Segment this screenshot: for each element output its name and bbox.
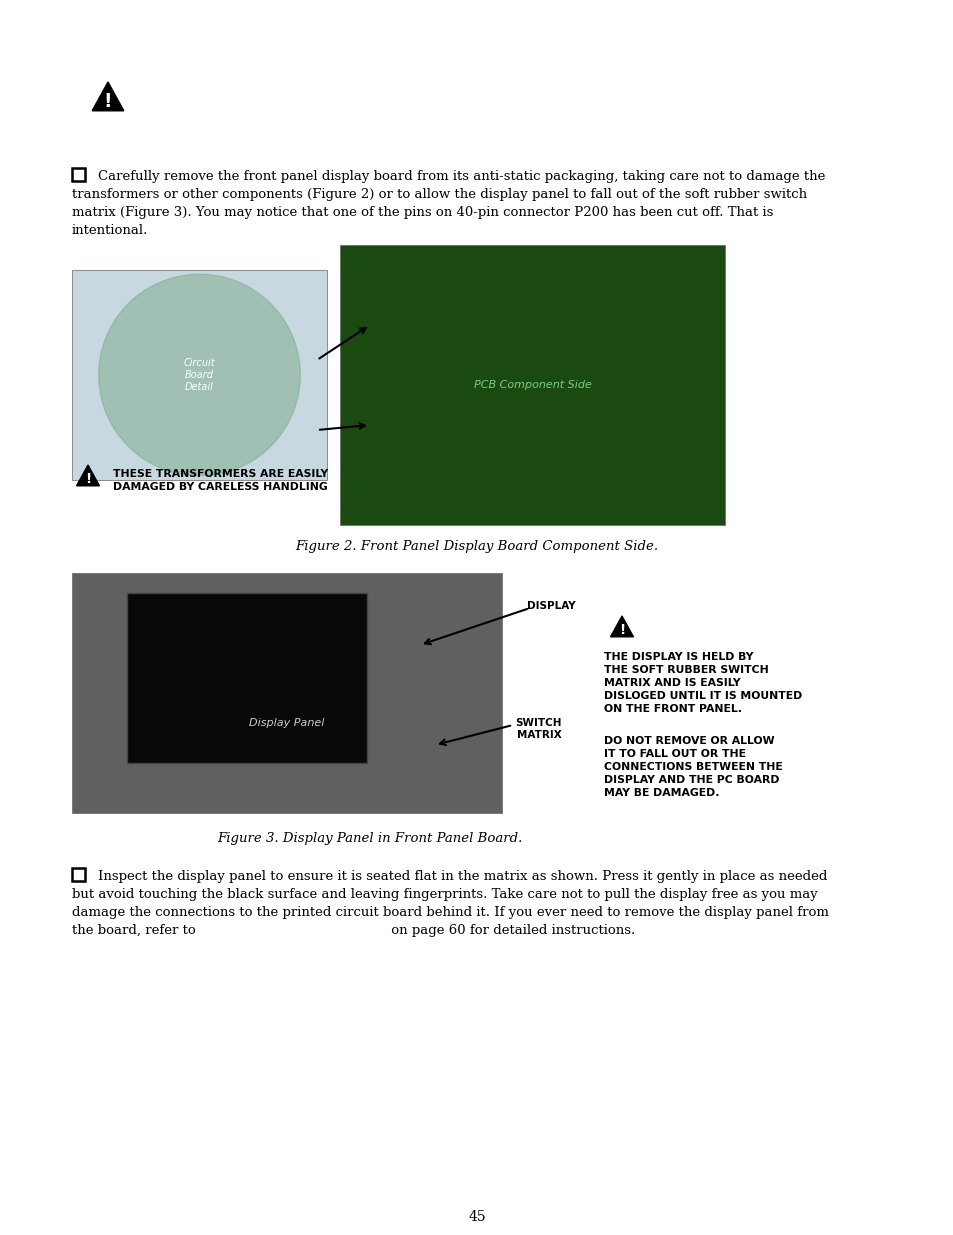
Bar <box>71 168 85 182</box>
Text: PCB Component Side: PCB Component Side <box>473 380 591 390</box>
Text: DAMAGED BY CARELESS HANDLING: DAMAGED BY CARELESS HANDLING <box>112 482 328 492</box>
Text: MAY BE DAMAGED.: MAY BE DAMAGED. <box>603 788 719 798</box>
Text: DISLOGED UNTIL IT IS MOUNTED: DISLOGED UNTIL IT IS MOUNTED <box>603 692 801 701</box>
Text: THE DISPLAY IS HELD BY: THE DISPLAY IS HELD BY <box>603 652 753 662</box>
Polygon shape <box>92 82 124 111</box>
Text: 45: 45 <box>468 1210 485 1224</box>
Text: THESE TRANSFORMERS ARE EASILY: THESE TRANSFORMERS ARE EASILY <box>112 469 328 479</box>
Text: Inspect the display panel to ensure it is seated flat in the matrix as shown. Pr: Inspect the display panel to ensure it i… <box>98 869 826 883</box>
Text: DISPLAY: DISPLAY <box>526 601 575 611</box>
Bar <box>339 245 724 525</box>
Text: Figure 2. Front Panel Display Board Component Side.: Figure 2. Front Panel Display Board Comp… <box>295 540 658 553</box>
Text: Circuit
Board
Detail: Circuit Board Detail <box>184 358 215 391</box>
Text: DO NOT REMOVE OR ALLOW: DO NOT REMOVE OR ALLOW <box>603 736 774 746</box>
Text: DISPLAY AND THE PC BOARD: DISPLAY AND THE PC BOARD <box>603 776 779 785</box>
Text: intentional.: intentional. <box>71 224 149 237</box>
Polygon shape <box>99 274 300 475</box>
Text: the board, refer to                                              on page 60 for : the board, refer to on page 60 for <box>71 924 635 937</box>
Text: !: ! <box>85 472 91 487</box>
Bar <box>71 868 85 881</box>
Text: SWITCH
MATRIX: SWITCH MATRIX <box>515 718 561 740</box>
Text: Figure 3. Display Panel in Front Panel Board.: Figure 3. Display Panel in Front Panel B… <box>217 832 522 845</box>
Text: transformers or other components (Figure 2) or to allow the display panel to fal: transformers or other components (Figure… <box>71 188 806 201</box>
Text: Display Panel: Display Panel <box>249 718 324 727</box>
Bar <box>71 270 327 480</box>
Bar <box>71 573 501 813</box>
Bar <box>127 593 367 763</box>
Text: CONNECTIONS BETWEEN THE: CONNECTIONS BETWEEN THE <box>603 762 781 772</box>
Text: matrix (Figure 3). You may notice that one of the pins on 40-pin connector P200 : matrix (Figure 3). You may notice that o… <box>71 206 773 219</box>
Text: Carefully remove the front panel display board from its anti-static packaging, t: Carefully remove the front panel display… <box>98 170 824 183</box>
Polygon shape <box>76 466 99 485</box>
Text: but avoid touching the black surface and leaving fingerprints. Take care not to : but avoid touching the black surface and… <box>71 888 817 902</box>
Text: THE SOFT RUBBER SWITCH: THE SOFT RUBBER SWITCH <box>603 664 768 676</box>
Text: IT TO FALL OUT OR THE: IT TO FALL OUT OR THE <box>603 748 745 760</box>
Polygon shape <box>610 616 633 637</box>
Text: !: ! <box>618 624 624 637</box>
Text: damage the connections to the printed circuit board behind it. If you ever need : damage the connections to the printed ci… <box>71 906 828 919</box>
Text: ON THE FRONT PANEL.: ON THE FRONT PANEL. <box>603 704 741 714</box>
Text: MATRIX AND IS EASILY: MATRIX AND IS EASILY <box>603 678 740 688</box>
Text: !: ! <box>104 93 112 111</box>
